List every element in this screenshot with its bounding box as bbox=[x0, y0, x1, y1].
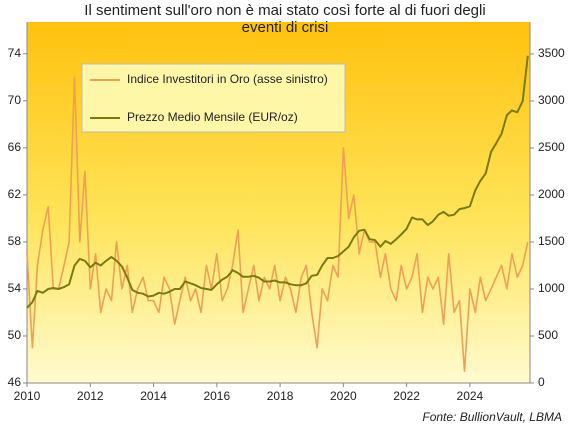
y-tick-label: 74 bbox=[8, 46, 22, 60]
x-tick-label: 2010 bbox=[14, 389, 41, 403]
y-tick-label: 54 bbox=[8, 281, 22, 295]
x-tick-label: 2012 bbox=[77, 389, 104, 403]
y2-tick-label: 2000 bbox=[538, 187, 565, 201]
legend-box bbox=[81, 63, 346, 133]
y2-tick-label: 3000 bbox=[538, 93, 565, 107]
y2-tick-label: 1500 bbox=[538, 234, 565, 248]
legend-label: Prezzo Medio Mensile (EUR/oz) bbox=[127, 110, 298, 124]
source: Fonte: BullionVault, LBMA bbox=[422, 410, 562, 424]
series-line bbox=[26, 55, 529, 309]
y2-tick-label: 500 bbox=[538, 328, 558, 342]
y2-tick-label: 0 bbox=[538, 375, 545, 389]
chart-title: eventi di crisi bbox=[242, 19, 329, 36]
y2-tick-label: 1000 bbox=[538, 281, 565, 295]
y2-tick-label: 3500 bbox=[538, 46, 565, 60]
x-tick-label: 2016 bbox=[203, 389, 230, 403]
y-tick-label: 50 bbox=[8, 328, 22, 342]
legend: Indice Investitori in Oro (asse sinistro… bbox=[81, 63, 346, 133]
y-tick-label: 66 bbox=[8, 140, 22, 154]
y-tick-label: 46 bbox=[8, 375, 22, 389]
legend-label: Indice Investitori in Oro (asse sinistro… bbox=[127, 72, 328, 86]
x-tick-label: 2018 bbox=[267, 389, 294, 403]
x-tick-label: 2024 bbox=[457, 389, 484, 403]
y2-tick-label: 2500 bbox=[538, 140, 565, 154]
x-tick-label: 2022 bbox=[393, 389, 420, 403]
y-tick-label: 62 bbox=[8, 187, 22, 201]
x-tick-label: 2014 bbox=[140, 389, 167, 403]
chart-title: Il sentiment sull'oro non è mai stato co… bbox=[84, 2, 485, 19]
y-tick-label: 58 bbox=[8, 234, 22, 248]
x-tick-label: 2020 bbox=[330, 389, 357, 403]
series-line bbox=[26, 76, 529, 372]
y-tick-label: 70 bbox=[8, 93, 22, 107]
